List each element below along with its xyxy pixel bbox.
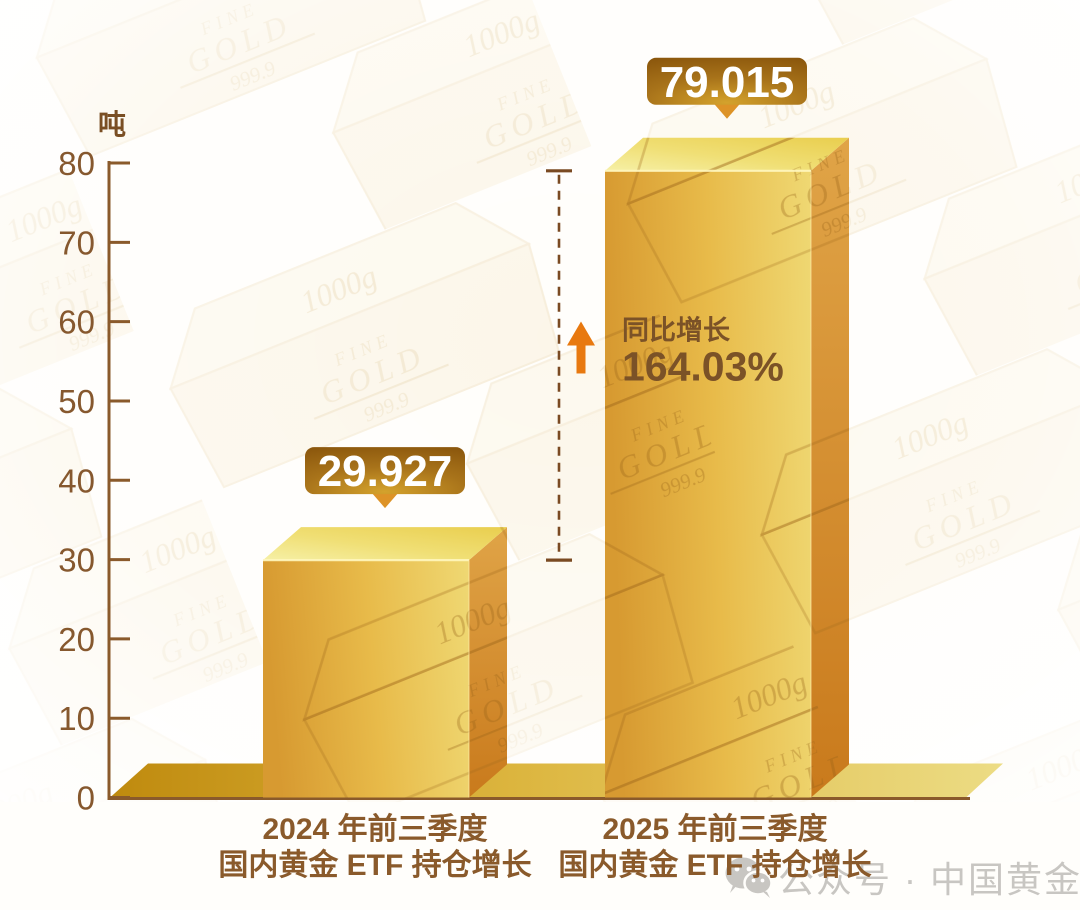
floor-platform	[110, 763, 1003, 798]
value-badge: 79.015	[647, 58, 807, 119]
badge-pointer	[714, 103, 740, 119]
growth-up-arrow-stem	[576, 344, 586, 374]
category-label: 2025 年前三季度国内黄金 ETF 持仓增长	[558, 813, 871, 882]
y-tick-label: 40	[58, 462, 95, 499]
category-label: 2024 年前三季度国内黄金 ETF 持仓增长	[218, 813, 531, 882]
y-axis-unit-label: 吨	[98, 109, 126, 140]
y-tick-label: 20	[58, 621, 95, 658]
watermark-text: 公众号 · 中国黄金报	[778, 859, 1080, 900]
y-tick-label: 30	[58, 542, 95, 579]
growth-annotation-label: 同比增长	[622, 314, 731, 345]
growth-annotation-value: 164.03%	[622, 343, 784, 389]
floor-top-face	[110, 763, 1003, 798]
badge-body	[647, 57, 807, 105]
badge-pointer	[372, 493, 398, 509]
y-tick-label: 70	[58, 224, 95, 261]
value-badge: 29.927	[305, 447, 465, 509]
badge-body	[305, 447, 465, 495]
badge-value: 29.927	[318, 447, 453, 496]
y-tick-label: 60	[58, 304, 95, 341]
y-tick-label: 0	[77, 780, 95, 817]
value-badges: 29.927 79.015	[305, 58, 807, 509]
x-axis-category-labels: 2024 年前三季度国内黄金 ETF 持仓增长 2025 年前三季度国内黄金 ET…	[218, 813, 871, 882]
badge-value: 79.015	[660, 58, 795, 107]
texture-fade-overlay	[0, 0, 1080, 802]
growth-up-arrow-head	[567, 321, 595, 346]
watermark: 公众号 · 中国黄金报	[725, 857, 1080, 900]
bar-edge-highlights	[263, 169, 812, 798]
y-tick-label: 50	[58, 383, 95, 420]
wechat-icon	[725, 857, 773, 898]
y-tick-label: 10	[58, 700, 95, 737]
y-axis: 0 10 20 30 40 50 60 70 80	[58, 145, 970, 817]
y-tick-label: 80	[58, 145, 95, 182]
